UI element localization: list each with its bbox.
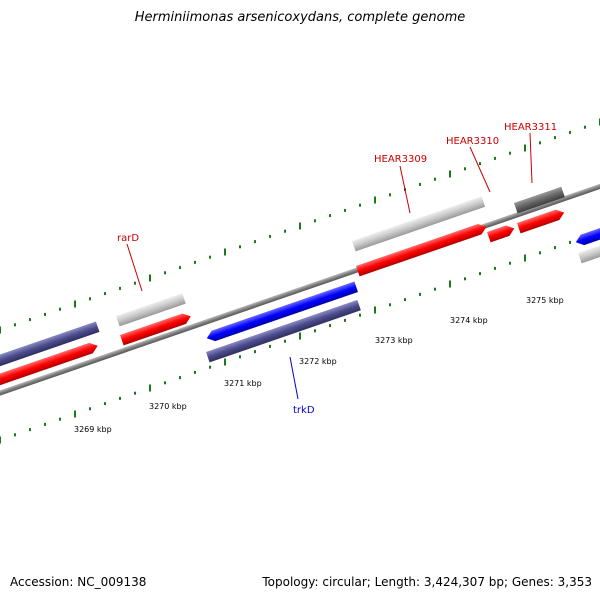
scale-label: 3270 kbp	[149, 402, 187, 411]
reverse-cds-trkD[interactable]	[205, 281, 358, 344]
ruler-inner	[0, 228, 600, 444]
scale-label: 3271 kbp	[224, 379, 262, 388]
gene-label-HEAR3309[interactable]: HEAR3309	[374, 154, 427, 165]
forward-cds-HEAR3311[interactable]	[517, 207, 566, 234]
gene-label-HEAR3310[interactable]: HEAR3310	[446, 136, 499, 147]
ruler-outer	[0, 118, 600, 334]
gene-label-trkD[interactable]: trkD	[293, 405, 315, 416]
forward-cds-HEAR3309[interactable]	[356, 222, 488, 277]
gene-label-rarD[interactable]: rarD	[117, 233, 139, 244]
gene-label-leader	[469, 146, 491, 193]
forward-cds-arrow[interactable]	[0, 341, 99, 388]
forward-cds-rarD[interactable]	[120, 311, 193, 346]
reverse-cog-trkD[interactable]	[206, 299, 361, 363]
gene-label-HEAR3311[interactable]: HEAR3311	[504, 122, 557, 133]
forward-cog-feature-dark[interactable]	[514, 186, 565, 214]
gene-label-HEAR3310-group: HEAR3310	[446, 136, 499, 193]
gene-label-rarD-group: rarD	[117, 233, 143, 292]
gene-label-leader	[126, 243, 143, 292]
forward-cog-feature[interactable]	[116, 293, 186, 327]
gene-label-leader	[399, 165, 411, 214]
gene-label-trkD-group: trkD	[289, 356, 315, 416]
reverse-cds-arrow[interactable]	[574, 223, 600, 247]
scale-label: 3274 kbp	[450, 316, 488, 325]
gene-label-HEAR3309-group: HEAR3309	[374, 154, 427, 214]
genome-backbone	[0, 175, 600, 402]
page-title: Herminiimonas arsenicoxydans, complete g…	[134, 10, 466, 25]
accession-label: Accession: NC_009138	[10, 575, 147, 589]
genome-stats-label: Topology: circular; Length: 3,424,307 bp…	[262, 575, 592, 589]
gene-label-leader	[289, 356, 299, 400]
scale-label: 3273 kbp	[375, 336, 413, 345]
scale-label: 3269 kbp	[74, 425, 112, 434]
gene-label-leader	[529, 132, 533, 184]
scale-label: 3275 kbp	[526, 296, 564, 305]
forward-cds-HEAR3310[interactable]	[487, 223, 516, 243]
forward-cog-feature[interactable]	[352, 196, 486, 252]
reverse-cog-feature[interactable]	[0, 321, 100, 369]
gene-label-HEAR3311-group: HEAR3311	[504, 122, 557, 184]
scale-label: 3272 kbp	[299, 357, 337, 366]
forward-cog-feature[interactable]	[578, 243, 600, 264]
